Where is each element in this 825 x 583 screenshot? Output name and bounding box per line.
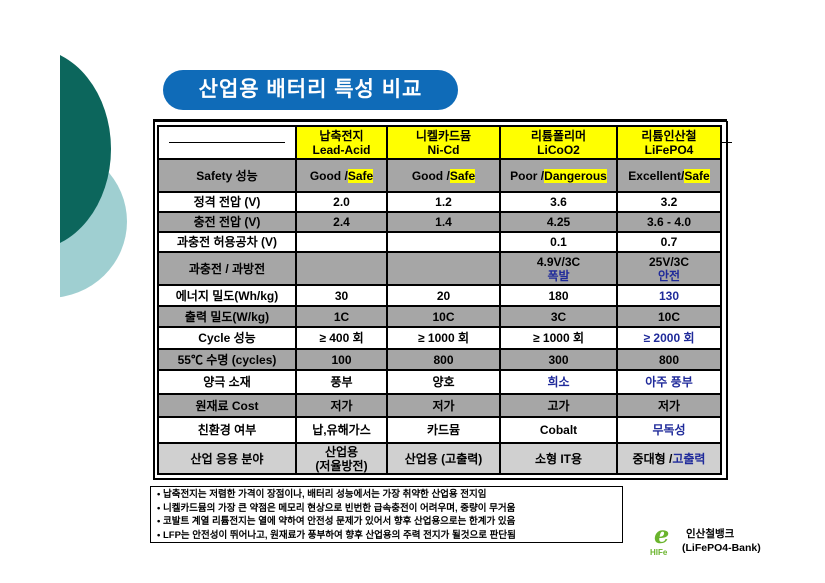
cell: 10C bbox=[616, 305, 722, 328]
table-row: 충전 전압 (V) 2.4 1.4 4.25 3.6 - 4.0 bbox=[157, 211, 722, 233]
row-label: 원재료 Cost bbox=[157, 393, 297, 418]
cell: 2.0 bbox=[295, 191, 388, 213]
note-item: • LFP는 안전성이 뛰어나고, 원재료가 풍부하여 향후 산업용의 주력 전… bbox=[157, 529, 516, 541]
cell: ≥ 2000 회 bbox=[616, 326, 722, 350]
table-row: 산업 응용 분야 산업용 (저율방전) 산업용 (고출력) 소형 IT용 중대형 … bbox=[157, 442, 722, 475]
row-label: 양극 소재 bbox=[157, 369, 297, 395]
logo-sub: HIFe bbox=[650, 548, 668, 557]
cell: 2.4 bbox=[295, 211, 388, 233]
cell: 800 bbox=[386, 348, 501, 371]
table-row: 정격 전압 (V) 2.0 1.2 3.6 3.2 bbox=[157, 191, 722, 213]
company-name-en: (LiFePO4-Bank) bbox=[682, 542, 761, 554]
notes-box: • 납축전지는 저렴한 가격이 장점이나, 배터리 성능에서는 가장 취약한 산… bbox=[150, 486, 623, 543]
cell: Excellent/Safe bbox=[616, 158, 722, 193]
row-label: 과충전 허용공차 (V) bbox=[157, 231, 297, 253]
table-row: Cycle 성능 ≥ 400 회 ≥ 1000 회 ≥ 1000 회 ≥ 2000 회 bbox=[157, 326, 722, 350]
note-item: • 납축전지는 저렴한 가격이 장점이나, 배터리 성능에서는 가장 취약한 산… bbox=[157, 489, 487, 500]
cell: 납,유해가스 bbox=[295, 416, 388, 444]
cell: Good /Safe bbox=[295, 158, 388, 193]
row-label: 출력 밀도(W/kg) bbox=[157, 305, 297, 328]
header-cell: 납축전지 Lead-Acid bbox=[295, 125, 388, 160]
header-row: 납축전지 Lead-Acid 니켈카드뮴 Ni-Cd 리튬폴리머 LiCoO2 리튬인… bbox=[157, 125, 722, 160]
cell: Cobalt bbox=[499, 416, 618, 444]
cell: 0.1 bbox=[499, 231, 618, 253]
decorative-circles bbox=[60, 0, 140, 583]
cell: 1.4 bbox=[386, 211, 501, 233]
cell bbox=[386, 231, 501, 253]
cell: 3C bbox=[499, 305, 618, 328]
row-label: 과충전 / 과방전 bbox=[157, 251, 297, 286]
note-item: • 니켈카드뮴의 가장 큰 약점은 메모리 현상으로 빈번한 급속충전이 어려우… bbox=[157, 502, 516, 514]
cell bbox=[295, 231, 388, 253]
cell: 소형 IT용 bbox=[499, 442, 618, 475]
company-logo: e HIFe 인산철뱅크 (LiFePO4-Bank) bbox=[650, 520, 800, 560]
cell: 0.7 bbox=[616, 231, 722, 253]
cell bbox=[295, 251, 388, 286]
header-blank bbox=[157, 125, 297, 160]
cell: Good /Safe bbox=[386, 158, 501, 193]
cell: 중대형 /고출력 bbox=[616, 442, 722, 475]
cell: 4.25 bbox=[499, 211, 618, 233]
cell: 산업용 (고출력) bbox=[386, 442, 501, 475]
row-label: 충전 전압 (V) bbox=[157, 211, 297, 233]
comparison-table: 납축전지 Lead-Acid 니켈카드뮴 Ni-Cd 리튬폴리머 LiCoO2 리튬인… bbox=[153, 121, 728, 480]
cell: 카드뮴 bbox=[386, 416, 501, 444]
cell: 3.6 bbox=[499, 191, 618, 213]
cell: 고가 bbox=[499, 393, 618, 418]
row-label: 에너지 밀도(Wh/kg) bbox=[157, 284, 297, 307]
cell: ≥ 400 회 bbox=[295, 326, 388, 350]
cell: 1C bbox=[295, 305, 388, 328]
row-label: 친환경 여부 bbox=[157, 416, 297, 444]
cell: 아주 풍부 bbox=[616, 369, 722, 395]
table-row: 친환경 여부 납,유해가스 카드뮴 Cobalt 무독성 bbox=[157, 416, 722, 444]
table-row: 출력 밀도(W/kg) 1C 10C 3C 10C bbox=[157, 305, 722, 328]
cell: 저가 bbox=[295, 393, 388, 418]
cell: 100 bbox=[295, 348, 388, 371]
cell: 3.2 bbox=[616, 191, 722, 213]
cell bbox=[386, 251, 501, 286]
header-cell: 리튬인산철 LiFePO4 bbox=[616, 125, 722, 160]
cell: ≥ 1000 회 bbox=[386, 326, 501, 350]
table-row: 원재료 Cost 저가 저가 고가 저가 bbox=[157, 393, 722, 418]
table-row: 양극 소재 풍부 양호 희소 아주 풍부 bbox=[157, 369, 722, 395]
table-row: 55℃ 수명 (cycles) 100 800 300 800 bbox=[157, 348, 722, 371]
cell: 300 bbox=[499, 348, 618, 371]
cell: 1.2 bbox=[386, 191, 501, 213]
cell: 180 bbox=[499, 284, 618, 307]
row-label: Safety 성능 bbox=[157, 158, 297, 193]
row-label: 산업 응용 분야 bbox=[157, 442, 297, 475]
cell: 산업용 (저율방전) bbox=[295, 442, 388, 475]
table-row: 에너지 밀도(Wh/kg) 30 20 180 130 bbox=[157, 284, 722, 307]
cell: 양호 bbox=[386, 369, 501, 395]
slide-title: 산업용 배터리 특성 비교 bbox=[163, 70, 458, 110]
divider bbox=[153, 119, 727, 122]
cell: 3.6 - 4.0 bbox=[616, 211, 722, 233]
cell: 4.9V/3C 폭발 bbox=[499, 251, 618, 286]
cell: 130 bbox=[616, 284, 722, 307]
table-row: 과충전 / 과방전 4.9V/3C 폭발 25V/3C 안전 bbox=[157, 251, 722, 286]
cell: 저가 bbox=[386, 393, 501, 418]
cell: 30 bbox=[295, 284, 388, 307]
logo-mark-icon: e bbox=[654, 520, 670, 549]
table-row: 과충전 허용공차 (V) 0.1 0.7 bbox=[157, 231, 722, 253]
cell: 풍부 bbox=[295, 369, 388, 395]
table-row: Safety 성능 Good /Safe Good /Safe Poor /Da… bbox=[157, 158, 722, 193]
cell: 10C bbox=[386, 305, 501, 328]
cell: 25V/3C 안전 bbox=[616, 251, 722, 286]
cell: 800 bbox=[616, 348, 722, 371]
cell: 무독성 bbox=[616, 416, 722, 444]
cell: Poor /Dangerous bbox=[499, 158, 618, 193]
row-label: Cycle 성능 bbox=[157, 326, 297, 350]
row-label: 정격 전압 (V) bbox=[157, 191, 297, 213]
cell: 희소 bbox=[499, 369, 618, 395]
header-cell: 니켈카드뮴 Ni-Cd bbox=[386, 125, 501, 160]
cell: 20 bbox=[386, 284, 501, 307]
company-name: 인산철뱅크 bbox=[686, 528, 735, 540]
cell: 저가 bbox=[616, 393, 722, 418]
cell: ≥ 1000 회 bbox=[499, 326, 618, 350]
note-item: • 코발트 계열 리튬전지는 열에 약하여 안전성 문제가 있어서 향후 산업용… bbox=[157, 516, 516, 527]
header-cell: 리튬폴리머 LiCoO2 bbox=[499, 125, 618, 160]
row-label: 55℃ 수명 (cycles) bbox=[157, 348, 297, 371]
